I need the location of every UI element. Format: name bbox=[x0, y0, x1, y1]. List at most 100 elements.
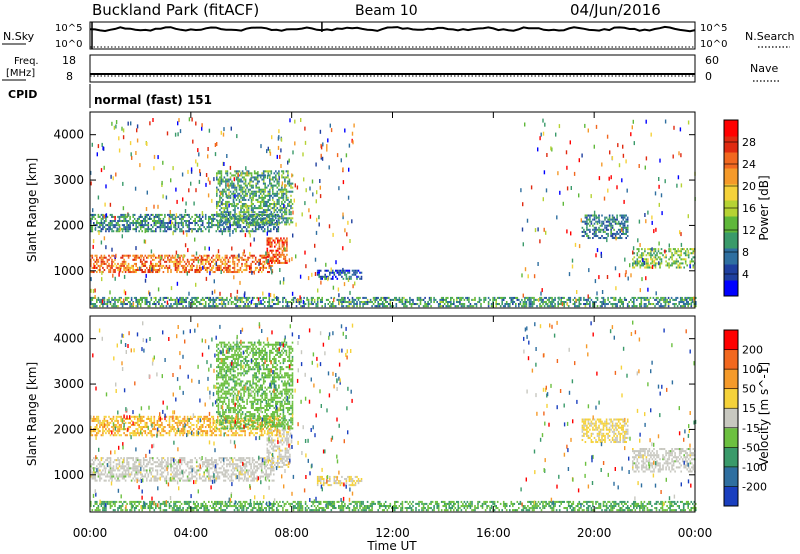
heatmap-cell bbox=[548, 298, 550, 301]
heatmap-cell bbox=[215, 230, 218, 233]
heatmap-cell bbox=[109, 222, 112, 225]
heatmap-cell bbox=[626, 235, 629, 238]
heatmap-cell bbox=[169, 210, 171, 214]
heatmap-cell bbox=[659, 264, 661, 267]
heatmap-cell bbox=[410, 305, 413, 308]
heatmap-cell bbox=[281, 239, 284, 242]
heatmap-cell bbox=[583, 235, 585, 238]
heatmap-cell bbox=[276, 220, 278, 223]
heatmap-cell bbox=[208, 463, 210, 466]
heatmap-cell bbox=[681, 248, 684, 251]
heatmap-cell bbox=[198, 266, 201, 269]
heatmap-cell bbox=[173, 463, 175, 466]
heatmap-cell bbox=[198, 213, 201, 216]
heatmap-cell bbox=[127, 475, 130, 478]
heatmap-cell bbox=[94, 305, 97, 308]
heatmap-cell bbox=[281, 243, 284, 246]
heatmap-cell bbox=[580, 218, 582, 223]
heatmap-cell bbox=[171, 220, 173, 225]
heatmap-cell bbox=[510, 298, 513, 301]
heatmap-cell bbox=[243, 219, 245, 222]
heatmap-cell bbox=[111, 467, 113, 470]
heatmap-cell bbox=[281, 196, 283, 199]
heatmap-cell bbox=[264, 174, 266, 177]
heatmap-cell bbox=[584, 305, 587, 308]
heatmap-cell bbox=[238, 217, 241, 220]
heatmap-cell bbox=[209, 271, 211, 276]
heatmap-cell bbox=[183, 479, 186, 482]
heatmap-cell bbox=[242, 230, 245, 233]
heatmap-cell bbox=[269, 149, 271, 153]
heatmap-cell bbox=[601, 301, 603, 304]
heatmap-cell bbox=[341, 296, 343, 299]
heatmap-cell bbox=[195, 121, 197, 126]
heatmap-cell bbox=[287, 190, 289, 193]
heatmap-cell bbox=[341, 305, 343, 308]
heatmap-cell bbox=[100, 477, 103, 480]
heatmap-cell bbox=[622, 303, 624, 306]
heatmap-cell bbox=[326, 269, 328, 272]
heatmap-cell bbox=[259, 258, 261, 261]
heatmap-cell bbox=[641, 254, 643, 257]
heatmap-cell bbox=[282, 176, 285, 179]
heatmap-cell bbox=[643, 305, 646, 308]
heatmap-cell bbox=[586, 218, 588, 221]
heatmap-cell bbox=[620, 216, 623, 219]
heatmap-cell bbox=[232, 262, 234, 265]
heatmap-cell bbox=[601, 222, 603, 225]
heatmap-cell bbox=[152, 213, 154, 216]
heatmap-cell bbox=[184, 209, 187, 213]
heatmap-cell bbox=[584, 216, 587, 219]
heatmap-cell bbox=[221, 231, 223, 236]
heatmap-cell bbox=[271, 245, 273, 248]
heatmap-cell bbox=[226, 457, 228, 460]
heatmap-cell bbox=[250, 303, 252, 306]
heatmap-cell bbox=[241, 203, 244, 206]
heatmap-cell bbox=[168, 477, 171, 480]
heatmap-cell bbox=[675, 296, 677, 299]
heatmap-cell bbox=[648, 248, 651, 251]
heatmap-cell bbox=[233, 469, 236, 472]
heatmap-cell bbox=[147, 271, 150, 274]
heatmap-cell bbox=[222, 211, 224, 214]
heatmap-cell bbox=[240, 215, 242, 218]
heatmap-cell bbox=[233, 228, 236, 231]
heatmap-cell bbox=[176, 296, 178, 299]
heatmap-cell bbox=[231, 182, 233, 185]
heatmap-cell bbox=[214, 258, 216, 261]
heatmap-cell bbox=[338, 273, 340, 276]
heatmap-cell bbox=[258, 215, 260, 218]
heatmap-cell bbox=[540, 296, 543, 299]
heatmap-cell bbox=[576, 290, 578, 294]
heatmap-cell bbox=[267, 226, 269, 229]
heatmap-cell bbox=[97, 298, 100, 301]
heatmap-cell bbox=[604, 237, 606, 240]
heatmap-cell bbox=[159, 222, 162, 225]
heatmap-cell bbox=[198, 469, 201, 472]
heatmap-cell bbox=[97, 258, 100, 261]
heatmap-cell bbox=[103, 301, 106, 304]
heatmap-cell bbox=[598, 176, 601, 181]
heatmap-cell bbox=[620, 237, 623, 240]
heatmap-cell bbox=[161, 463, 163, 466]
heatmap-cell bbox=[549, 305, 552, 308]
heatmap-cell bbox=[135, 473, 137, 476]
heatmap-cell bbox=[100, 254, 103, 257]
heatmap-cell bbox=[286, 259, 288, 262]
heatmap-cell bbox=[115, 479, 118, 482]
heatmap-cell bbox=[631, 305, 634, 308]
heatmap-cell bbox=[268, 261, 270, 264]
heatmap-cell bbox=[282, 192, 285, 195]
heatmap-cell bbox=[192, 220, 195, 223]
heatmap-cell bbox=[195, 213, 198, 216]
heatmap-cell bbox=[584, 298, 587, 301]
heatmap-cell bbox=[662, 254, 664, 257]
heatmap-cell bbox=[105, 256, 107, 259]
heatmap-cell bbox=[688, 298, 691, 301]
heatmap-cell bbox=[264, 211, 266, 214]
heatmap-cell bbox=[132, 222, 134, 225]
heatmap-cell bbox=[100, 264, 103, 267]
heatmap-cell bbox=[281, 253, 284, 256]
heatmap-cell bbox=[672, 248, 675, 251]
heatmap-cell bbox=[226, 221, 229, 224]
